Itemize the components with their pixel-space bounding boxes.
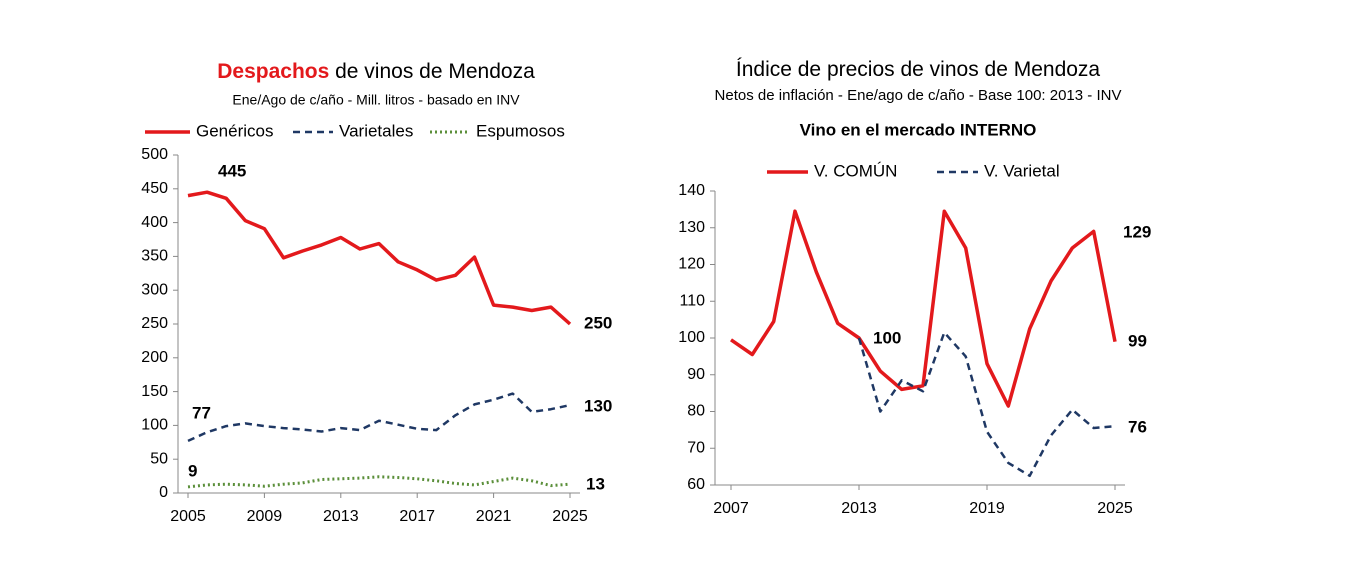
data-label: 9 (188, 461, 197, 480)
y-tick-label: 120 (678, 256, 705, 273)
data-label: 250 (584, 313, 612, 332)
legend-label: V. COMÚN (814, 161, 897, 180)
y-tick-label: 90 (687, 366, 705, 383)
title-part: de vinos de Mendoza (329, 60, 535, 83)
data-label: 76 (1128, 417, 1147, 436)
data-label: 13 (586, 474, 605, 493)
series-line (187, 392, 571, 443)
y-tick-label: 500 (141, 146, 168, 163)
y-tick-label: 130 (678, 219, 705, 236)
x-tick-label: 2013 (323, 508, 359, 525)
y-tick-label: 200 (141, 349, 168, 366)
x-tick-label: 2005 (170, 508, 206, 525)
x-tick-label: 2009 (247, 508, 283, 525)
x-tick-label: 2013 (841, 500, 877, 517)
x-tick-label: 2025 (552, 508, 588, 525)
y-tick-label: 50 (150, 450, 168, 467)
y-tick-label: 300 (141, 281, 168, 298)
data-label: 99 (1128, 331, 1147, 350)
data-label: 100 (873, 328, 901, 347)
data-label: 129 (1123, 222, 1151, 241)
chart-heading: Vino en el mercado INTERNO (800, 120, 1037, 139)
x-tick-label: 2025 (1097, 500, 1133, 517)
y-tick-label: 100 (678, 329, 705, 346)
y-tick-label: 70 (687, 439, 705, 456)
y-tick-label: 450 (141, 180, 168, 197)
legend-label: V. Varietal (984, 161, 1060, 180)
series-line (187, 190, 572, 326)
series-line (187, 475, 571, 489)
x-tick-label: 2007 (713, 500, 749, 517)
data-label: 130 (584, 396, 612, 415)
series-line (730, 209, 1117, 408)
legend-label: Varietales (339, 121, 413, 140)
y-tick-label: 250 (141, 315, 168, 332)
x-tick-label: 2021 (476, 508, 512, 525)
y-tick-label: 100 (141, 417, 168, 434)
y-tick-label: 0 (159, 484, 168, 501)
y-tick-label: 140 (678, 182, 705, 199)
chart-title: Índice de precios de vinos de Mendoza (736, 58, 1101, 81)
title-part: Índice de precios de vinos de Mendoza (736, 58, 1101, 81)
y-tick-label: 80 (687, 403, 705, 420)
series-line (857, 331, 1116, 478)
y-tick-label: 150 (141, 383, 168, 400)
x-tick-label: 2019 (969, 500, 1005, 517)
x-tick-label: 2017 (399, 508, 435, 525)
chart-title: Despachos de vinos de Mendoza (217, 60, 535, 83)
chart-subtitle: Netos de inflación - Ene/ago de c/año - … (715, 87, 1122, 104)
title-part: Despachos (217, 60, 329, 83)
legend-label: Genéricos (196, 121, 273, 140)
legend-label: Espumosos (476, 121, 565, 140)
chart-subtitle: Ene/Ago de c/año - Mill. litros - basado… (232, 92, 520, 108)
data-label: 445 (218, 161, 246, 180)
data-label: 77 (192, 403, 211, 422)
y-tick-label: 60 (687, 476, 705, 493)
y-tick-label: 400 (141, 214, 168, 231)
y-tick-label: 350 (141, 248, 168, 265)
y-tick-label: 110 (679, 292, 705, 309)
